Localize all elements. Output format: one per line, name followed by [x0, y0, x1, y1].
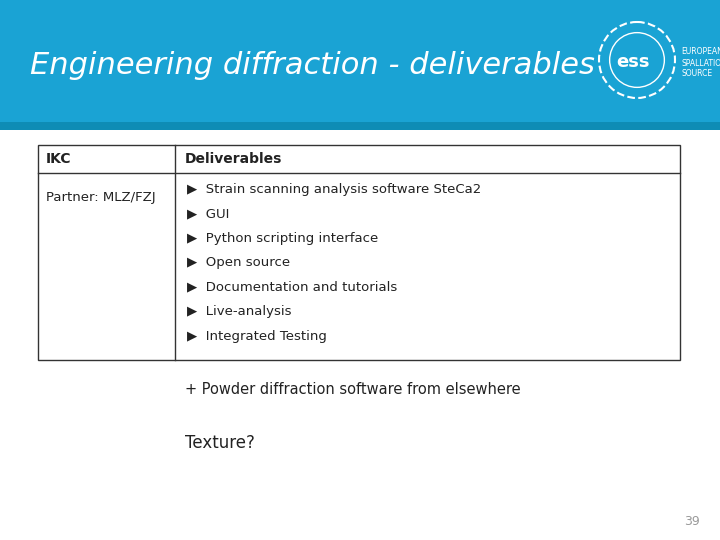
- Text: ▶  Documentation and tutorials: ▶ Documentation and tutorials: [187, 281, 397, 294]
- Text: Partner: MLZ/FZJ: Partner: MLZ/FZJ: [46, 191, 156, 204]
- Text: + Powder diffraction software from elsewhere: + Powder diffraction software from elsew…: [185, 382, 521, 397]
- Text: ▶  Open source: ▶ Open source: [187, 256, 290, 269]
- Bar: [0, 0, 720, 130]
- Text: SPALLATION: SPALLATION: [681, 58, 720, 68]
- Text: Texture?: Texture?: [185, 434, 255, 452]
- Bar: [0, 122, 720, 130]
- Text: 39: 39: [684, 515, 700, 528]
- Text: ▶  GUI: ▶ GUI: [187, 207, 230, 220]
- Text: ▶  Python scripting interface: ▶ Python scripting interface: [187, 232, 378, 245]
- Bar: [38, 145, 680, 360]
- Text: ess: ess: [616, 53, 649, 71]
- Text: ▶  Integrated Testing: ▶ Integrated Testing: [187, 329, 327, 342]
- Text: SOURCE: SOURCE: [681, 70, 712, 78]
- Text: IKC: IKC: [46, 152, 71, 166]
- Text: ▶  Strain scanning analysis software SteCa2: ▶ Strain scanning analysis software SteC…: [187, 183, 481, 196]
- Text: ▶  Live-analysis: ▶ Live-analysis: [187, 305, 292, 318]
- Text: EUROPEAN: EUROPEAN: [681, 48, 720, 57]
- Text: Deliverables: Deliverables: [185, 152, 282, 166]
- Text: Engineering diffraction - deliverables: Engineering diffraction - deliverables: [30, 51, 595, 79]
